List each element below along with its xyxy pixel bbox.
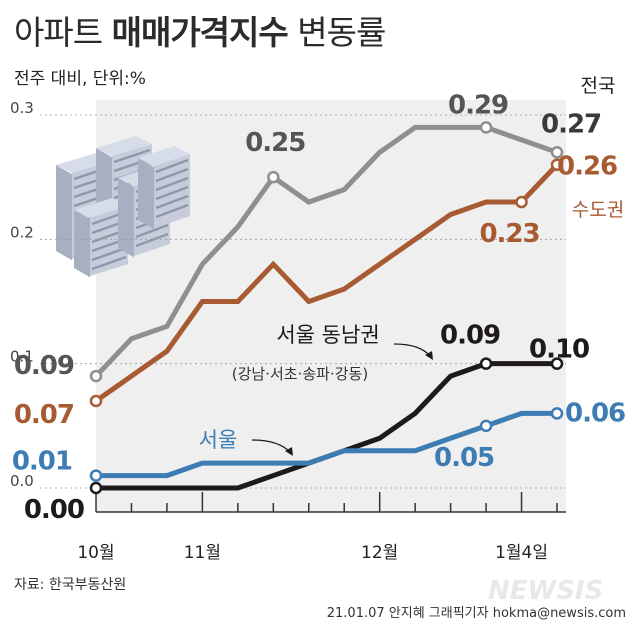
- series-line: [96, 410, 557, 479]
- building-side: [118, 178, 134, 258]
- value-label: 0.10: [529, 335, 589, 365]
- title-part-1: 아파트: [14, 13, 103, 52]
- value-label: 0.09: [440, 321, 500, 351]
- callout-arrowhead: [285, 447, 293, 456]
- value-label: 0.01: [12, 447, 72, 477]
- value-label: 0.26: [557, 152, 617, 182]
- building-window-row: [91, 255, 127, 271]
- credit-line: 21.01.07 안지혜 그래픽기자 hokma@newsis.com: [326, 606, 626, 621]
- x-tick-label: 11월: [184, 543, 221, 563]
- data-point: [550, 407, 564, 420]
- data-point: [89, 394, 103, 408]
- building-side: [74, 210, 90, 278]
- data-point: [550, 158, 564, 171]
- data-point: [550, 357, 564, 370]
- value-label: 0.05: [434, 443, 494, 473]
- building-window-row: [155, 194, 189, 210]
- building-side: [138, 158, 154, 230]
- data-point: [267, 170, 280, 184]
- building-window-row: [91, 246, 127, 262]
- y-tick-label: 0.2: [10, 223, 34, 241]
- building-window-row: [155, 176, 189, 192]
- value-label: 0.27: [541, 109, 601, 139]
- building-window-row: [155, 203, 189, 219]
- value-label: 0.00: [24, 495, 84, 525]
- building-roof: [74, 198, 128, 218]
- data-point: [479, 419, 493, 433]
- series-label-seoul: 서울: [199, 428, 238, 452]
- value-label: 0.23: [479, 219, 539, 249]
- series-label-gangnam-group: 서울 동남권: [276, 323, 379, 347]
- building-window-row: [155, 158, 189, 174]
- building-window-row: [135, 232, 169, 248]
- apartment-building-icon: [56, 136, 190, 278]
- y-tick-label: 0.1: [10, 348, 34, 366]
- series-label-capital-area: 수도권: [572, 199, 624, 221]
- building-window-row: [113, 148, 151, 164]
- building-roof: [96, 136, 152, 156]
- value-label: 0.09: [14, 351, 74, 381]
- y-tick-label: 0.0: [10, 472, 34, 490]
- title-part-3: 변동률: [297, 13, 386, 52]
- series-label-nationwide: 전국: [581, 75, 616, 97]
- x-tick-label: 12월: [361, 543, 398, 563]
- data-point: [479, 357, 493, 370]
- series-label-gangnam-districts: (강남·서초·송파·강동): [232, 365, 368, 383]
- x-tick-label: 1월4일: [495, 543, 548, 563]
- chart-labels: 0.090.250.290.270.070.230.260.000.09 0.10…: [12, 75, 626, 525]
- y-tick-label: 0.3: [10, 99, 34, 117]
- building-window-row: [155, 167, 189, 183]
- building-window-row: [135, 223, 169, 239]
- value-label: 0.06: [565, 398, 625, 428]
- building-block: [138, 146, 190, 230]
- building-side: [56, 165, 72, 261]
- value-label: 0.07: [14, 400, 74, 430]
- series-line: [94, 163, 559, 404]
- newsis-logo: NEWSIS: [488, 576, 604, 606]
- title-part-2: 매매가격지수: [111, 13, 289, 52]
- source-note: 자료: 한국부동산원: [14, 577, 127, 593]
- data-point: [89, 369, 103, 383]
- x-tick-label: 10월: [77, 543, 114, 563]
- value-label: 0.25: [245, 128, 305, 158]
- data-point: [550, 146, 564, 159]
- chart-subtitle: 전주 대비, 단위:%: [14, 69, 146, 89]
- building-window-row: [155, 185, 189, 201]
- building-roof: [138, 146, 190, 166]
- value-label: 0.29: [448, 90, 508, 120]
- series-markers: [89, 121, 564, 495]
- data-point: [515, 195, 528, 209]
- callout-arrowhead: [425, 351, 433, 360]
- data-point: [479, 121, 493, 134]
- data-point: [89, 481, 103, 495]
- data-point: [89, 469, 103, 482]
- grid-lines: 0.0 0.1 0.2 0.3 10월 11월 12월 1월4일: [10, 99, 566, 563]
- page-title: 아파트 매매가격지수 변동률: [14, 6, 386, 54]
